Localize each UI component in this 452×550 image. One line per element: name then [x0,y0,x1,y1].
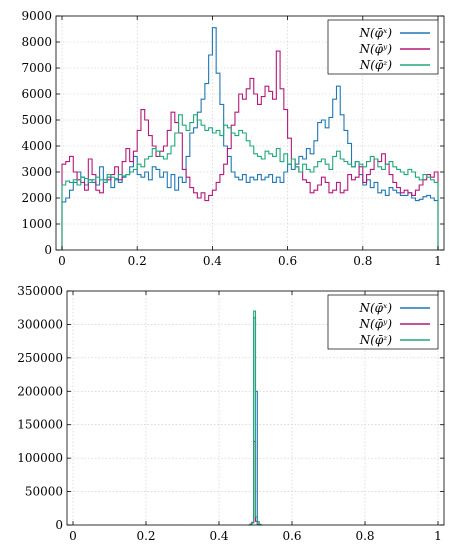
y-tick-label: 6000 [21,87,52,101]
y-tick-label: 200000 [17,384,63,398]
y-tick-label: 0 [55,518,63,532]
y-tick-label: 5000 [21,113,52,127]
x-tick-label: 0.8 [355,529,374,543]
x-tick-label: 0.6 [282,529,301,543]
x-tick-label: 0.2 [128,254,147,268]
y-tick-label: 100000 [17,451,63,465]
y-tick-label: 4000 [21,139,52,153]
legend-label-x: N(φ̄ˣ) [358,26,392,40]
y-tick-label: 0 [44,243,52,257]
plot-frame [55,15,445,251]
legend-label-y: N(φ̄ʸ) [358,317,392,331]
x-tick-label: 0.4 [203,254,222,268]
x-tick-label: 0 [58,254,66,268]
y-tick-label: 1000 [21,217,52,231]
legend-label-z: N(φ̄ᶻ) [359,58,393,72]
x-tick-label: 0.6 [278,254,297,268]
y-tick-label: 300000 [17,317,63,331]
legend-label-z: N(φ̄ᶻ) [359,333,393,347]
series-line-z [248,310,263,526]
y-tick-label: 7000 [21,61,52,75]
series-line-x [61,27,439,250]
y-tick-label: 9000 [21,9,52,23]
x-tick-label: 0.2 [136,529,155,543]
plot-frame [66,290,445,526]
x-tick-label: 1 [434,529,442,543]
y-tick-label: 350000 [17,284,63,298]
x-tick-label: 0 [69,529,77,543]
x-tick-label: 1 [434,254,442,268]
x-tick-label: 0.4 [209,529,228,543]
y-tick-label: 8000 [21,35,52,49]
top-histogram-panel: 0 0.2 0.4 0.6 0.8 1 0 1000 2000 3000 4000 5000 6000 7… [21,9,445,268]
y-tick-label: 3000 [21,165,52,179]
series-line-z [61,114,439,250]
y-tick-label: 50000 [25,485,63,499]
series-line-y [61,50,439,250]
y-tick-label: 250000 [17,351,63,365]
y-tick-label: 150000 [17,418,63,432]
legend-label-y: N(φ̄ʸ) [358,42,392,56]
x-tick-label: 0.8 [353,254,372,268]
legend-label-x: N(φ̄ˣ) [358,301,392,315]
bottom-histogram-panel: 0 0.2 0.4 0.6 0.8 1 0 50000 100000 150000 200000 25… [17,284,445,543]
y-tick-label: 2000 [21,191,52,205]
